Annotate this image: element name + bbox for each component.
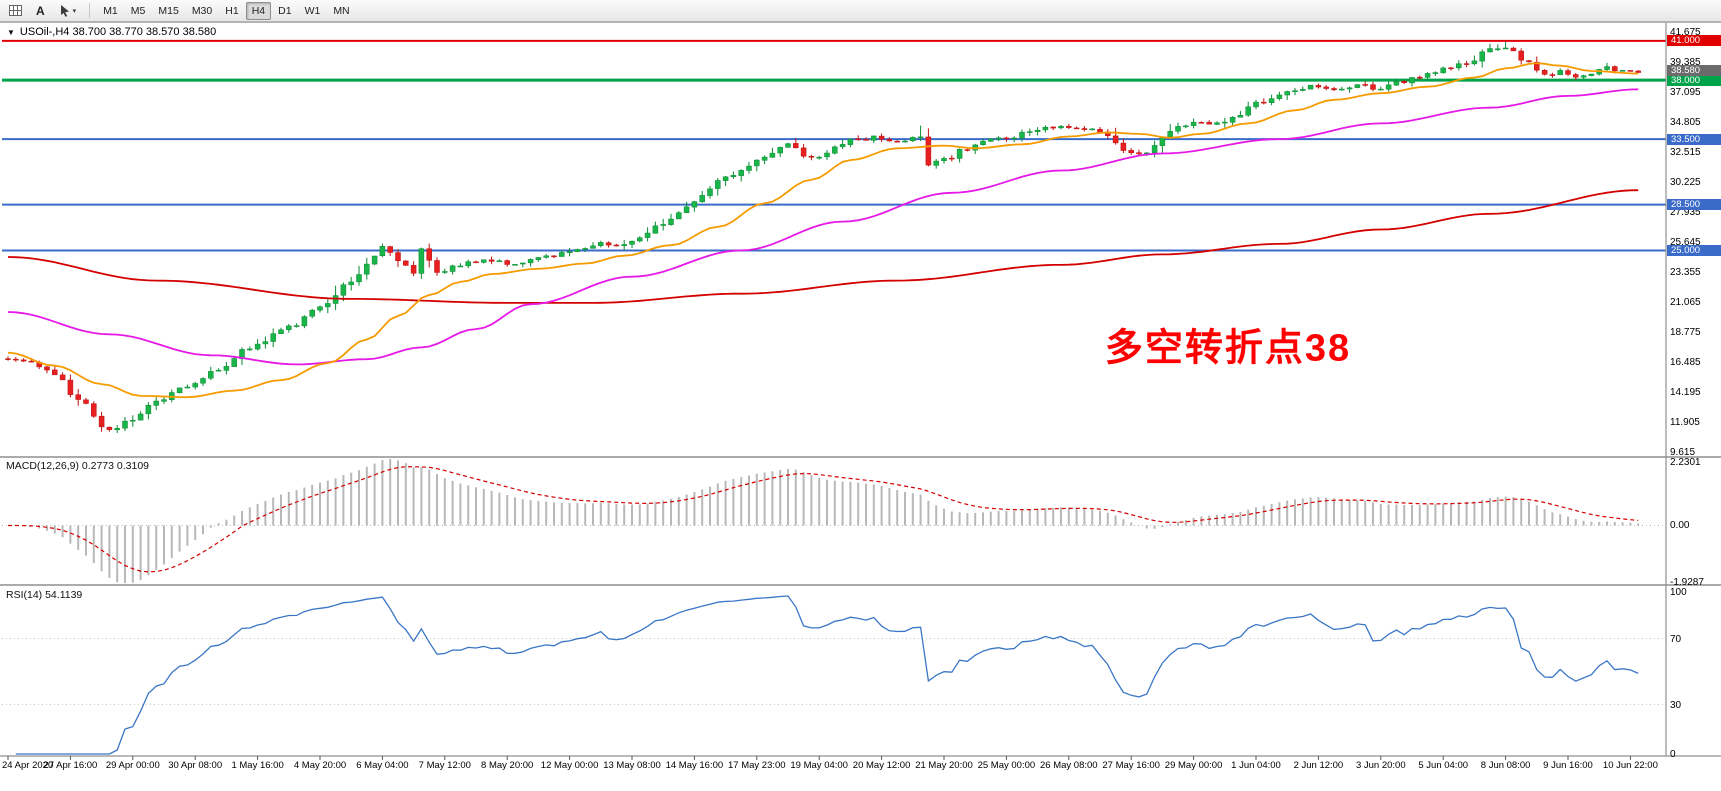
- price-scale[interactable]: [1666, 23, 1721, 756]
- chart-grid-tool-button[interactable]: [3, 2, 28, 20]
- timeframe-button-m1[interactable]: M1: [103, 4, 118, 17]
- fast-ma-line: [7, 62, 1639, 399]
- panel-borders: [0, 22, 1721, 760]
- timeframe-button-h4[interactable]: H4: [245, 1, 272, 20]
- timeframe-button-h1[interactable]: H1: [225, 4, 239, 17]
- macd-histogram: [14, 459, 1640, 583]
- timeframe-button-mn[interactable]: MN: [333, 4, 350, 17]
- time-axis[interactable]: [0, 756, 1721, 780]
- cursor-arrow-icon: [60, 5, 69, 17]
- rsi-indicator-panel[interactable]: [2, 587, 1666, 754]
- symbol-dropdown-icon[interactable]: ▼: [7, 27, 15, 37]
- timeframe-button-m30[interactable]: M30: [191, 4, 213, 17]
- macd-label: MACD(12,26,9) 0.2773 0.3109: [6, 460, 150, 472]
- slow-ma-line: [7, 189, 1639, 304]
- timeframe-button-w1[interactable]: W1: [304, 4, 321, 17]
- timeframe-button-m15[interactable]: M15: [158, 4, 179, 17]
- chart-grid-icon: [9, 5, 22, 16]
- text-tool-button[interactable]: A: [30, 2, 51, 20]
- macd-signal-line: [8, 466, 1639, 573]
- candles-layer: [5, 42, 1641, 434]
- chart-title-text: USOil-,H4 38.700 38.770 38.570 38.580: [19, 26, 217, 38]
- timeframe-button-d1[interactable]: D1: [278, 4, 292, 17]
- timeframe-buttons: M1 M5 M15 M30 H1 H4 D1 W1 MN: [97, 1, 355, 20]
- chart-title: ▼ USOil-,H4 38.700 38.770 38.570 38.580: [7, 26, 216, 38]
- toolbar-separator: [89, 3, 91, 18]
- medium-ma-line: [7, 88, 1639, 366]
- rsi-label: RSI(14) 54.1139: [6, 589, 83, 601]
- rsi-line: [15, 595, 1639, 755]
- cursor-tool-button[interactable]: ▾: [53, 2, 83, 20]
- macd-indicator-panel[interactable]: [2, 459, 1666, 583]
- timeframe-button-m5[interactable]: M5: [130, 4, 146, 17]
- toolbar: A ▾ M1 M5 M15 M30 H1 H4 D1 W1 MN: [0, 0, 1721, 22]
- cursor-dropdown-icon[interactable]: ▾: [72, 7, 77, 15]
- main-chart-plot[interactable]: [2, 23, 1666, 456]
- horizontal-lines-layer: [2, 39, 1666, 252]
- text-tool-icon: A: [36, 3, 45, 18]
